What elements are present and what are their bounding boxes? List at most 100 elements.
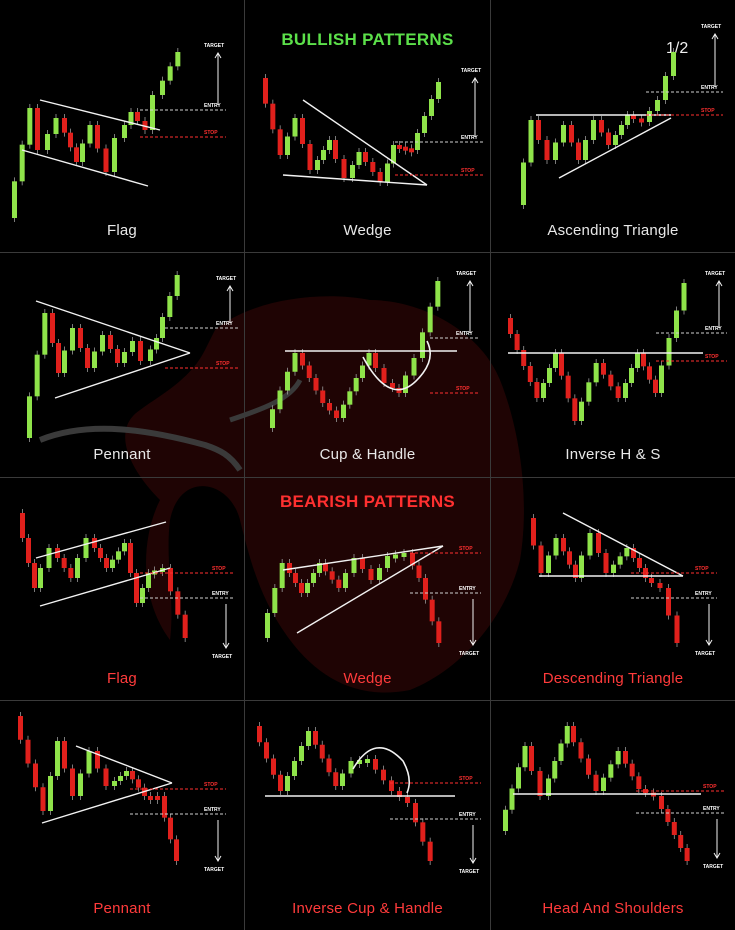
bullish-candle [420, 332, 425, 358]
bullish-candle [509, 788, 515, 810]
bearish-candle [381, 368, 387, 383]
bullish-candle [27, 108, 33, 145]
pattern-name: Cup & Handle [319, 446, 416, 463]
bearish-candle [370, 162, 376, 172]
bullish-candle [613, 135, 618, 145]
pattern-cell-bear-inverse-cup-handle: STOP ENTRY TARGET Inverse Cup & Handle [245, 701, 490, 930]
bullish-candle [681, 283, 687, 311]
bearish-candle [25, 739, 31, 764]
bearish-candle [538, 545, 544, 573]
pattern-chart: STOP ENTRY TARGET [531, 512, 717, 657]
bearish-candle [162, 796, 167, 818]
pattern-chart: STOP ENTRY TARGET [503, 722, 725, 870]
bearish-candle [323, 563, 328, 572]
bullish-candle [553, 353, 558, 368]
bullish-candle [591, 120, 596, 140]
entry-label: ENTRY [456, 331, 473, 337]
bullish-candle [305, 583, 310, 593]
bearish-candle [61, 558, 67, 568]
bullish-candle [285, 371, 290, 391]
pattern-chart: TARGET ENTRY STOP [27, 271, 238, 442]
bullish-candle [110, 559, 115, 568]
bullish-candle [62, 350, 67, 373]
bullish-candle [357, 760, 362, 764]
bearish-candle [300, 118, 305, 144]
bearish-candle [62, 118, 67, 133]
bullish-candle [552, 761, 558, 779]
entry-label: ENTRY [703, 806, 720, 812]
bearish-candle [300, 353, 305, 366]
bullish-candle [521, 162, 526, 205]
pattern-chart: TARGET ENTRY STOP [521, 24, 723, 209]
bearish-candle [397, 145, 402, 149]
bearish-candle [62, 741, 67, 769]
target-arrow-head [705, 639, 713, 646]
target-label: TARGET [701, 24, 721, 30]
bearish-candle [537, 771, 543, 796]
bullish-candle [659, 365, 664, 393]
bearish-candle [629, 763, 635, 777]
target-arrow-head [226, 285, 234, 292]
bullish-candle [292, 118, 298, 137]
bullish-candle [436, 82, 441, 99]
entry-label: ENTRY [216, 321, 233, 327]
bullish-candle [601, 777, 606, 791]
bearish-candle [641, 353, 646, 367]
pattern-cell-bear-descending-triangle: STOP ENTRY TARGET Descending Triangle [491, 478, 735, 700]
bearish-candle [508, 318, 513, 334]
target-arrow-head [469, 857, 477, 864]
pattern-chart: STOP ENTRY TARGET [20, 509, 234, 660]
bearish-candle [565, 375, 571, 399]
stop-label: STOP [459, 546, 473, 552]
pattern-cell-bull-pennant: TARGET ENTRY STOP Pennant [0, 253, 244, 477]
bullish-candle [629, 368, 634, 383]
bearish-candle [573, 564, 578, 578]
bullish-candle [353, 378, 359, 392]
bullish-candle [327, 140, 332, 150]
bullish-candle [647, 111, 652, 122]
bearish-candle [403, 146, 408, 151]
bullish-candle [124, 771, 129, 776]
target-label: TARGET [695, 651, 715, 657]
trendline [35, 300, 191, 354]
cup-arc [352, 746, 411, 794]
target-label: TARGET [216, 276, 236, 282]
bullish-candle [55, 741, 60, 776]
bearish-candle [277, 129, 283, 155]
bullish-candle [403, 375, 408, 393]
pattern-name: Pennant [93, 900, 151, 917]
pattern-cell-bear-head-shoulders: STOP ENTRY TARGET Head And Shoulders [491, 701, 735, 930]
bearish-candle [666, 588, 671, 616]
bearish-candle [544, 140, 550, 160]
bearish-candle [168, 568, 173, 592]
bearish-candle [142, 121, 148, 130]
bullish-candle [611, 564, 616, 573]
bullish-candle [279, 563, 285, 588]
bullish-candle [270, 409, 275, 428]
entry-label: ENTRY [459, 812, 476, 818]
bearish-candle [678, 835, 684, 848]
bearish-candle [174, 839, 179, 861]
bearish-candle [531, 518, 536, 546]
bullish-candle [75, 558, 80, 578]
pattern-cell-bull-wedge: TARGET ENTRY STOP Wedge [245, 0, 490, 252]
bullish-candle [112, 138, 117, 172]
bearish-candle [299, 583, 304, 593]
bearish-candle [377, 172, 383, 182]
bearish-candle [341, 159, 347, 178]
bearish-candle [35, 108, 40, 150]
bearish-candle [536, 120, 541, 140]
bearish-candle [278, 774, 283, 791]
bearish-candle [390, 383, 395, 388]
pattern-name: Flag [107, 222, 137, 239]
target-label: TARGET [212, 654, 232, 660]
entry-label: ENTRY [701, 85, 718, 91]
bullish-candle [341, 404, 346, 418]
bearish-candle [329, 571, 335, 580]
entry-label: ENTRY [204, 807, 221, 813]
bullish-candle [299, 746, 304, 761]
target-arrow-head [214, 855, 222, 862]
trendline [282, 174, 428, 186]
bearish-candle [521, 350, 527, 366]
bearish-candle [527, 366, 533, 382]
